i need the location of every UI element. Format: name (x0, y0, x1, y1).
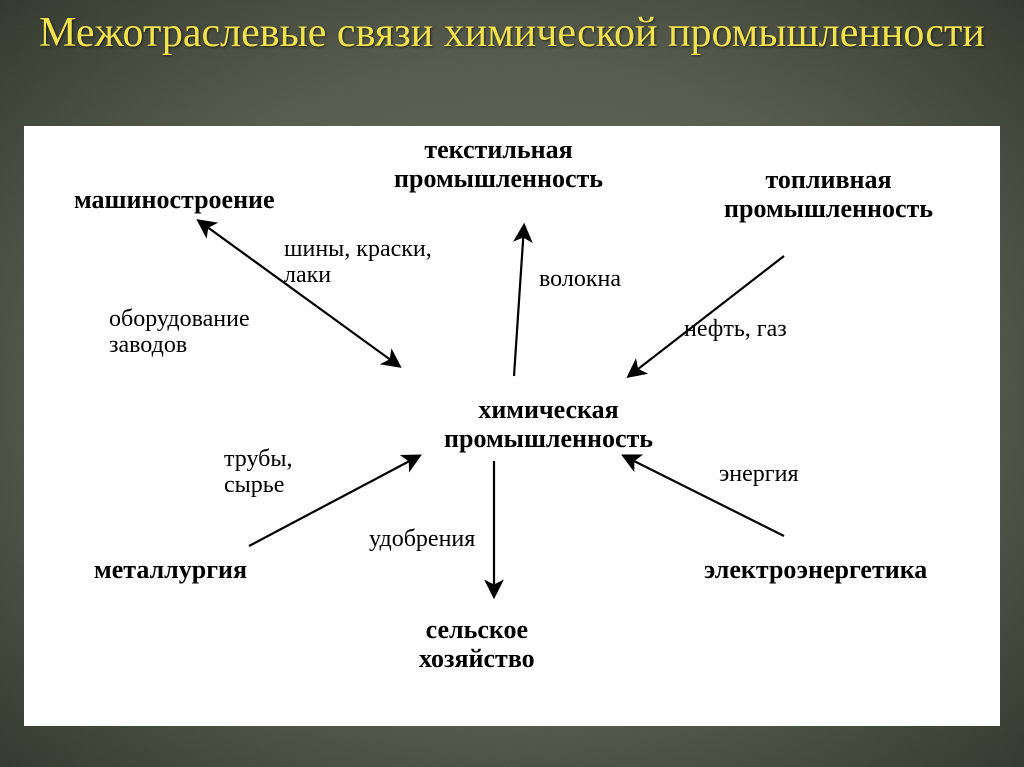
edge-label-e_center_text: волокна (539, 266, 621, 292)
node-energy: электроэнергетика (704, 556, 927, 585)
edge-label-e_energy_center: энергия (719, 461, 799, 487)
node-agri: сельское хозяйство (419, 616, 535, 673)
diagram-canvas: химическая промышленность машиностроение т… (24, 126, 1000, 726)
node-center: химическая промышленность (444, 396, 653, 453)
edge-label-e_fuel_center: нефть, газ (684, 316, 787, 342)
node-metal: металлургия (94, 556, 247, 585)
node-mash: машиностроение (74, 186, 275, 215)
slide-title: Межотраслевые связи химической промышлен… (0, 10, 1024, 56)
edge-e_center_text (514, 226, 524, 376)
edge-label-e_metal_center: трубы, сырье (224, 446, 292, 499)
node-textile: текстильная промышленность (394, 136, 603, 193)
slide-root: Межотраслевые связи химической промышлен… (0, 0, 1024, 767)
edge-label-e_center_mash: шины, краски, лаки (284, 236, 432, 289)
edge-label-e_center_agri: удобрения (369, 526, 475, 552)
edge-label-in-e_center_mash: оборудование заводов (109, 306, 250, 359)
node-fuel: топливная промышленность (724, 166, 933, 223)
